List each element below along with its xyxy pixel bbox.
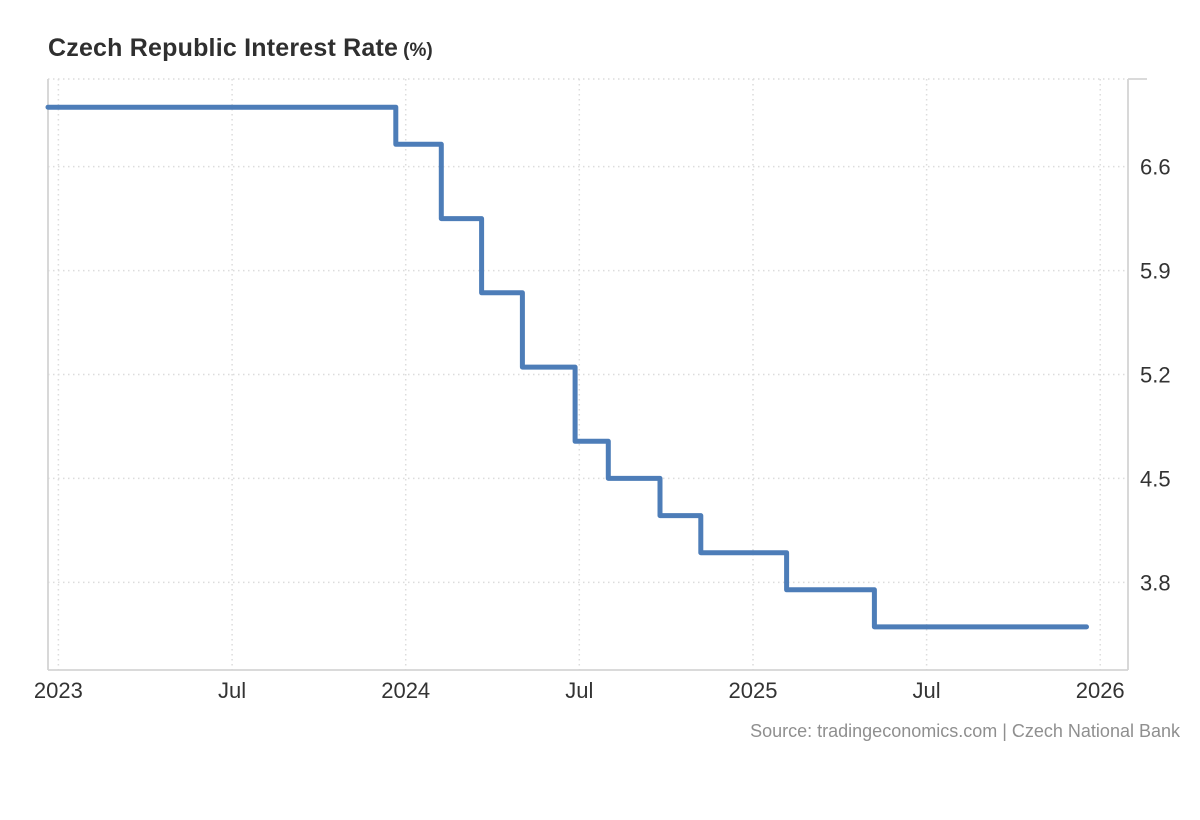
x-axis-label: Jul xyxy=(218,678,246,703)
y-axis-label: 5.9 xyxy=(1140,259,1171,284)
source-attribution: Source: tradingeconomics.com | Czech Nat… xyxy=(750,721,1180,741)
y-axis-label: 6.6 xyxy=(1140,155,1171,180)
y-axis-label: 4.5 xyxy=(1140,466,1171,491)
x-axis-label: 2026 xyxy=(1076,678,1125,703)
y-axis-label: 5.2 xyxy=(1140,363,1171,388)
x-axis-label: 2023 xyxy=(34,678,83,703)
chart-title-unit: (%) xyxy=(403,40,433,61)
chart-title: Czech Republic Interest Rate (%) xyxy=(48,34,433,63)
x-axis-label: 2025 xyxy=(729,678,778,703)
interest-rate-step-chart[interactable]: 6.6 5.9 5.2 4.5 3.8 2023 Jul 2024 Jul 2025 Jul 2026 xyxy=(0,0,1200,760)
x-axis-label: Jul xyxy=(913,678,941,703)
x-axis-label: Jul xyxy=(565,678,593,703)
x-axis-label: 2024 xyxy=(381,678,430,703)
interest-rate-line xyxy=(45,104,1089,630)
y-axis-label: 3.8 xyxy=(1140,570,1171,595)
chart-title-text: Czech Republic Interest Rate xyxy=(48,34,399,62)
